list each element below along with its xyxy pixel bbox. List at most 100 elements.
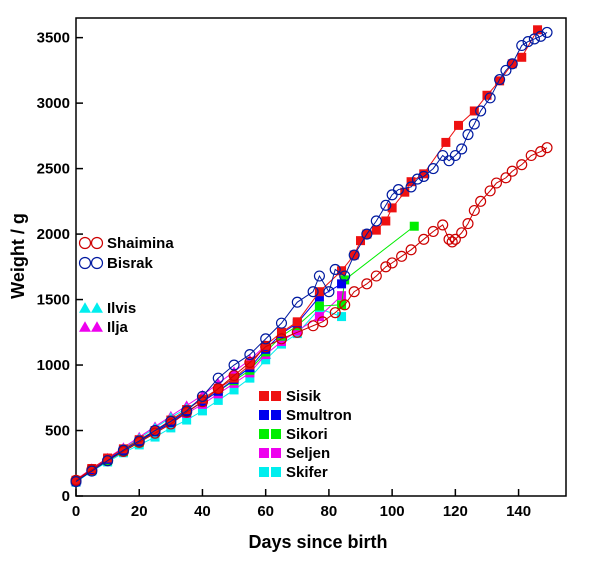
data-point — [468, 204, 480, 217]
data-point — [516, 39, 528, 52]
data-point — [490, 177, 503, 189]
data-point — [102, 455, 114, 467]
data-point — [196, 390, 209, 403]
data-point — [437, 219, 449, 231]
data-point — [380, 261, 392, 273]
data-point — [541, 142, 553, 154]
legend-marker — [271, 467, 281, 477]
data-point — [381, 216, 391, 226]
data-point — [314, 312, 324, 322]
data-point — [117, 444, 129, 456]
legend-item-shaimina: Shaimina — [78, 235, 174, 252]
data-point — [392, 184, 405, 196]
data-point — [387, 203, 397, 213]
axes: 0 20 40 60 80 100 120 140 0 500 1000 1500 2000 2500 30… — [37, 17, 567, 520]
data-point — [337, 300, 347, 310]
data-point — [261, 340, 271, 350]
data-point — [506, 165, 518, 177]
legend-item-ilvis: Ilvis — [79, 300, 136, 317]
legend-item-sisik: Sisik — [259, 388, 322, 405]
data-point — [213, 395, 223, 405]
data-point — [314, 287, 324, 297]
data-point — [118, 444, 128, 454]
y-tick-label: 3000 — [37, 95, 70, 112]
y-tick-label: 2000 — [37, 226, 70, 243]
legend-marker — [79, 302, 91, 313]
legend-item-skifer: Skifer — [259, 464, 328, 481]
data-point — [313, 270, 325, 282]
data-point — [494, 74, 506, 86]
data-point — [446, 236, 458, 248]
data-point — [449, 149, 461, 162]
data-point — [133, 435, 145, 447]
data-point — [87, 463, 97, 473]
data-point — [229, 385, 239, 395]
data-point — [261, 355, 271, 365]
data-point — [541, 26, 553, 38]
data-point — [337, 279, 347, 289]
data-point — [500, 172, 512, 184]
legend: Shaimina Bisrak Ilvis Ilja Sisik Smultron Siko… — [78, 235, 352, 481]
data-point — [337, 266, 347, 276]
series-bisrak — [70, 26, 553, 488]
data-point — [418, 170, 430, 183]
data-point — [525, 149, 537, 162]
data-point — [149, 427, 161, 439]
legend-marker — [91, 321, 103, 332]
legend-marker — [271, 391, 281, 401]
legend-marker — [78, 236, 92, 250]
data-point — [291, 296, 303, 308]
legend-item-sikori: Sikori — [259, 426, 328, 443]
data-point — [361, 228, 373, 240]
x-tick-label: 20 — [131, 503, 148, 520]
legend-label: Shaimina — [107, 235, 174, 252]
data-point — [245, 360, 255, 370]
x-tick-label: 0 — [72, 503, 80, 520]
data-point — [182, 415, 192, 425]
data-point — [307, 286, 319, 298]
data-point — [150, 432, 160, 442]
data-point — [409, 221, 419, 231]
data-point — [182, 405, 192, 415]
data-point — [528, 33, 540, 45]
data-point — [337, 312, 347, 322]
y-tick-label: 2500 — [37, 161, 70, 178]
data-point — [443, 233, 455, 245]
legend-label: Skifer — [286, 464, 328, 481]
series-line — [75, 147, 548, 481]
legend-label: Sisik — [286, 388, 322, 405]
data-point — [418, 233, 430, 245]
data-point — [86, 465, 98, 477]
x-tick-label: 60 — [257, 503, 274, 520]
data-point — [244, 356, 256, 368]
data-point — [500, 64, 512, 76]
legend-marker — [90, 236, 104, 250]
data-point — [454, 120, 464, 130]
data-point — [292, 326, 302, 336]
x-tick-label: 40 — [194, 503, 211, 520]
data-point — [475, 195, 487, 207]
data-point — [482, 90, 492, 100]
data-point — [181, 405, 193, 417]
x-tick-label: 120 — [443, 503, 468, 520]
legend-marker — [259, 448, 269, 458]
data-point — [275, 317, 288, 329]
data-point — [244, 349, 256, 361]
x-tick-label: 80 — [321, 503, 338, 520]
data-point — [506, 58, 518, 70]
legend-marker — [259, 410, 269, 420]
data-point — [260, 341, 272, 353]
data-point — [348, 286, 360, 298]
data-point — [462, 218, 474, 230]
data-point — [245, 373, 255, 383]
data-point — [456, 227, 468, 239]
legend-label: Seljen — [286, 445, 330, 462]
data-point — [449, 233, 461, 245]
y-tick-label: 500 — [45, 423, 70, 440]
legend-marker — [271, 429, 281, 439]
legend-label: Ilja — [107, 319, 129, 336]
y-tick-label: 3500 — [37, 30, 70, 47]
data-point — [370, 215, 382, 227]
legend-item-seljen: Seljen — [259, 445, 330, 462]
data-point — [419, 169, 429, 179]
